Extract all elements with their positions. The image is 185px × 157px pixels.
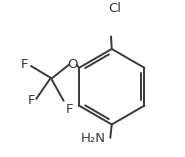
Text: F: F [21, 58, 28, 71]
Text: Cl: Cl [108, 2, 122, 15]
Text: F: F [28, 94, 36, 107]
Text: H₂N: H₂N [81, 132, 106, 145]
Text: F: F [66, 103, 74, 116]
Text: O: O [68, 58, 78, 71]
